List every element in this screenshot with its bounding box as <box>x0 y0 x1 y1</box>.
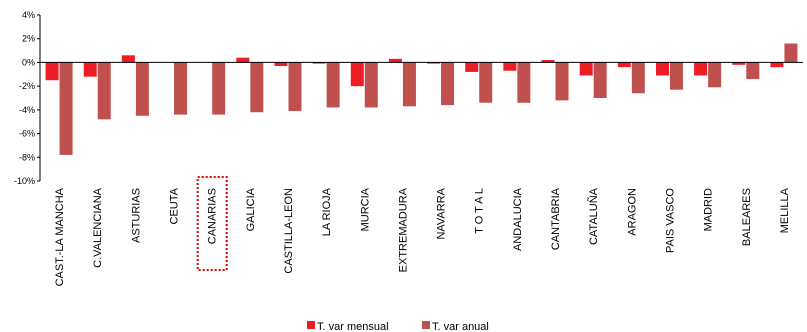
bar-anual <box>441 62 455 106</box>
legend-label-mensual: T. var mensual <box>317 321 389 332</box>
bar-anual <box>326 62 340 108</box>
bars-group <box>45 43 798 155</box>
bar-anual <box>708 62 722 88</box>
bar-anual <box>174 62 188 115</box>
category-label: MELILLA <box>779 187 791 233</box>
bar-mensual <box>732 62 746 65</box>
y-tick-label: -10% <box>14 176 35 186</box>
bar-mensual <box>45 62 59 81</box>
bar-mensual <box>579 62 593 76</box>
bar-anual <box>555 62 569 101</box>
bar-anual <box>517 62 531 103</box>
y-tick-label: -2% <box>19 81 35 91</box>
category-label: CANARIAS <box>207 188 219 244</box>
category-label: ARAGON <box>626 188 638 236</box>
bar-anual <box>97 62 111 120</box>
bar-anual <box>746 62 760 80</box>
category-label: EXTREMADURA <box>397 187 409 272</box>
legend-swatch-anual <box>422 321 430 329</box>
bar-mensual <box>274 62 288 66</box>
category-label: NAVARRA <box>436 187 448 239</box>
y-tick-label: -8% <box>19 152 35 162</box>
bar-anual <box>479 62 493 103</box>
bar-anual <box>784 43 798 63</box>
legend-swatch-mensual <box>307 321 315 329</box>
category-label: CEUTA <box>169 187 181 224</box>
y-tick-label: -6% <box>19 129 35 139</box>
category-labels: CAST.-LA MANCHA C.VALENCIANA ASTURIAS CEUTA… <box>54 187 791 286</box>
bar-mensual <box>694 62 708 76</box>
bar-mensual <box>236 57 250 63</box>
category-label: ANDALUCIA <box>512 187 524 251</box>
bar-mensual <box>427 62 441 64</box>
bar-anual <box>364 62 378 108</box>
category-label: CAST.-LA MANCHA <box>54 187 66 286</box>
bar-anual <box>593 62 607 98</box>
bar-anual <box>135 62 149 116</box>
y-tick-label: 2% <box>22 34 35 44</box>
bar-mensual <box>350 62 364 87</box>
category-label: CASTILLA-LEON <box>283 188 295 274</box>
bar-anual <box>250 62 264 113</box>
category-label: MADRID <box>703 188 715 231</box>
bar-anual <box>288 62 302 112</box>
category-label: CATALUÑA <box>587 187 600 245</box>
bar-anual <box>402 62 416 107</box>
legend-label-anual: T. var anual <box>432 321 489 332</box>
y-tick-label: -4% <box>19 105 35 115</box>
bar-mensual <box>770 62 784 68</box>
bar-mensual <box>121 55 135 63</box>
y-tick-label: 4% <box>22 10 35 20</box>
bar-mensual <box>388 58 402 63</box>
bar-mensual <box>655 62 669 76</box>
bar-mensual <box>541 60 555 63</box>
category-label: ASTURIAS <box>130 188 142 243</box>
y-axis: 4% 2% 0% -2% -4% -6% -8% -10% <box>14 10 41 186</box>
category-label: MURCIA <box>359 187 371 231</box>
bar-mensual <box>312 62 326 64</box>
highlight-box <box>196 176 228 271</box>
bar-mensual <box>83 62 97 77</box>
category-label: CANTABRIA <box>550 187 562 250</box>
category-label: C.VALENCIANA <box>92 187 104 268</box>
bar-anual <box>59 62 73 155</box>
y-tick-label: 0% <box>22 57 35 67</box>
category-label: T O T A L <box>474 188 486 234</box>
legend: T. var mensual T. var anual <box>307 321 489 332</box>
category-label: LA RIOJA <box>321 187 333 236</box>
bar-anual <box>212 62 226 115</box>
category-label: BALEARES <box>741 188 753 246</box>
bar-mensual <box>503 62 517 71</box>
bar-anual <box>631 62 645 94</box>
category-label: PAIS VASCO <box>664 188 676 253</box>
bar-anual <box>669 62 683 90</box>
bar-mensual <box>465 62 479 72</box>
bar-mensual <box>617 62 631 68</box>
category-label: GALICIA <box>245 187 257 231</box>
